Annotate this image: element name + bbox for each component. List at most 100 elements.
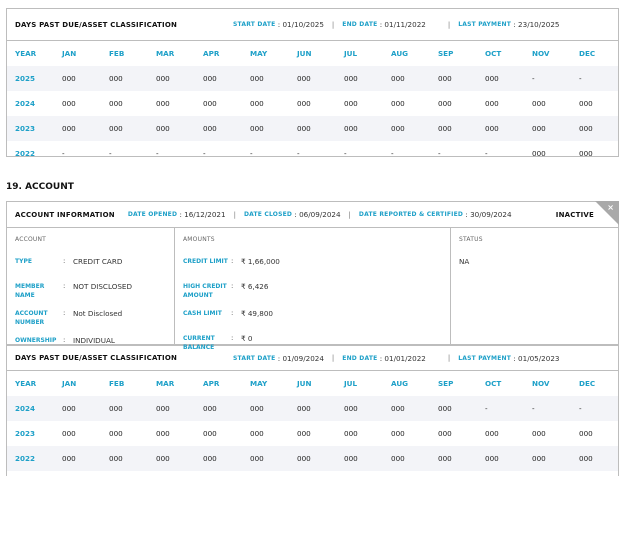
status-value: NA (459, 257, 470, 266)
end-date-label: END DATE (342, 354, 378, 362)
field-row: CASH LIMIT: ₹ 49,800 (183, 309, 442, 325)
field-row: HIGH CREDIT AMOUNT: ₹ 6,426 (183, 282, 442, 300)
table-row: 2022 - - - - - - - - - - 000 000 (7, 141, 618, 166)
month-cell: 000 (438, 454, 452, 463)
date-opened-label: DATE OPENED (127, 211, 178, 218)
end-date: 01/11/2022 (384, 20, 426, 29)
field-colon: : (63, 309, 66, 317)
month-cell: 000 (203, 99, 217, 108)
account-heading: ACCOUNT (15, 236, 47, 243)
field-label: MEMBER NAME (15, 283, 45, 299)
month-cell: - (579, 404, 582, 413)
month-cell: 000 (156, 99, 170, 108)
month-cell: - (391, 149, 394, 158)
field-value: ₹ 1,66,000 (241, 257, 280, 266)
month-cell: 000 (532, 99, 546, 108)
field-row: CURRENT BALANCE: ₹ 0 (183, 334, 442, 352)
month-cell: 000 (532, 429, 546, 438)
month-cell: - (532, 404, 535, 413)
month-cell: - (438, 149, 441, 158)
month-cell: 000 (391, 74, 405, 83)
field-row: OWNERSHIP: INDIVIDUAL (15, 336, 166, 352)
dpd-table-1: DAYS PAST DUE/ASSET CLASSIFICATION START… (6, 8, 619, 158)
field-value: Not Disclosed (73, 309, 123, 318)
column-header: JUN (297, 379, 312, 388)
month-cell: 000 (62, 404, 76, 413)
table-row: 2025 000 000 000 000 000 000 000 000 000 000 - - (7, 66, 618, 91)
field-label: TYPE (15, 258, 32, 265)
field-value: NOT DISCLOSED (73, 282, 132, 291)
column-header: MAR (156, 49, 175, 58)
month-cell: 000 (250, 124, 264, 133)
dpd-header: DAYS PAST DUE/ASSET CLASSIFICATION START… (7, 9, 618, 41)
start-date-label: START DATE (233, 354, 276, 362)
column-header: JAN (62, 49, 77, 58)
field-label: HIGH CREDIT AMOUNT (183, 283, 227, 299)
year-cell: 2022 (15, 149, 36, 158)
dpd-title: DAYS PAST DUE/ASSET CLASSIFICATION (15, 20, 178, 29)
dpd-title: DAYS PAST DUE/ASSET CLASSIFICATION (15, 354, 178, 362)
amounts-column: AMOUNTS CREDIT LIMIT: ₹ 1,66,000 HIGH CRED… (175, 228, 451, 351)
month-cell: 000 (391, 124, 405, 133)
account-info-title: ACCOUNT INFORMATION (15, 210, 115, 219)
year-cell: 2023 (15, 429, 36, 438)
field-value: ₹ 49,800 (241, 309, 274, 318)
month-cell: - (250, 149, 253, 158)
field-colon: : (63, 282, 66, 290)
month-cell: 000 (391, 454, 405, 463)
account-details: ACCOUNT TYPE: CREDIT CARD MEMBER NAME: NOT … (7, 228, 618, 351)
column-header: MAY (250, 379, 268, 388)
month-cell: 000 (579, 149, 593, 158)
column-header: DEC (579, 49, 596, 58)
month-cell: 000 (485, 454, 499, 463)
month-cell: 000 (297, 454, 311, 463)
month-cell: 000 (344, 124, 358, 133)
month-cell: 000 (297, 74, 311, 83)
column-header: FEB (109, 379, 125, 388)
month-cell: 000 (344, 454, 358, 463)
month-cell: 000 (109, 99, 123, 108)
table-row: 2022 000 000 000 000 000 000 000 000 000 000 000 000 (7, 446, 618, 471)
field-row: TYPE: CREDIT CARD (15, 257, 166, 273)
month-cell: 000 (344, 74, 358, 83)
month-cell: 000 (250, 99, 264, 108)
month-cell: 000 (438, 429, 452, 438)
last-payment: 23/10/2025 (518, 20, 560, 29)
account-header: ACCOUNT INFORMATION DATE OPENED : 16/12/… (7, 201, 619, 228)
field-label: ACCOUNT NUMBER (15, 310, 48, 326)
month-cell: 000 (297, 404, 311, 413)
close-corner[interactable] (595, 201, 619, 225)
column-header: FEB (109, 49, 125, 58)
status-column: STATUS NA (451, 228, 491, 344)
column-header: NOV (532, 379, 550, 388)
month-cell: - (297, 149, 300, 158)
column-header: SEP (438, 49, 454, 58)
month-cell: 000 (485, 124, 499, 133)
last-payment-label: LAST PAYMENT (458, 21, 512, 28)
close-icon[interactable]: × (607, 203, 614, 212)
month-cell: 000 (62, 74, 76, 83)
month-cell: 000 (485, 74, 499, 83)
date-closed: 06/09/2024 (299, 210, 341, 219)
end-date: 01/01/2022 (384, 353, 426, 363)
account-column: ACCOUNT TYPE: CREDIT CARD MEMBER NAME: NOT … (7, 228, 175, 345)
month-cell: 000 (156, 454, 170, 463)
month-cell: - (485, 149, 488, 158)
month-cell: 000 (250, 74, 264, 83)
column-header: JAN (62, 379, 77, 388)
month-cell: 000 (109, 74, 123, 83)
field-row: MEMBER NAME: NOT DISCLOSED (15, 282, 166, 300)
date-opened: 16/12/2021 (184, 210, 226, 219)
column-header: AUG (391, 49, 409, 58)
month-cell: - (579, 74, 582, 83)
account-card: ACCOUNT INFORMATION DATE OPENED : 16/12/… (6, 201, 619, 476)
month-cell: 000 (109, 429, 123, 438)
month-cell: 000 (579, 454, 593, 463)
month-cell: 000 (109, 124, 123, 133)
column-header: YEAR (15, 49, 37, 58)
month-cell: 000 (532, 454, 546, 463)
month-cell: 000 (297, 124, 311, 133)
column-header: JUL (344, 379, 358, 388)
month-cell: 000 (250, 454, 264, 463)
column-header: MAY (250, 49, 268, 58)
